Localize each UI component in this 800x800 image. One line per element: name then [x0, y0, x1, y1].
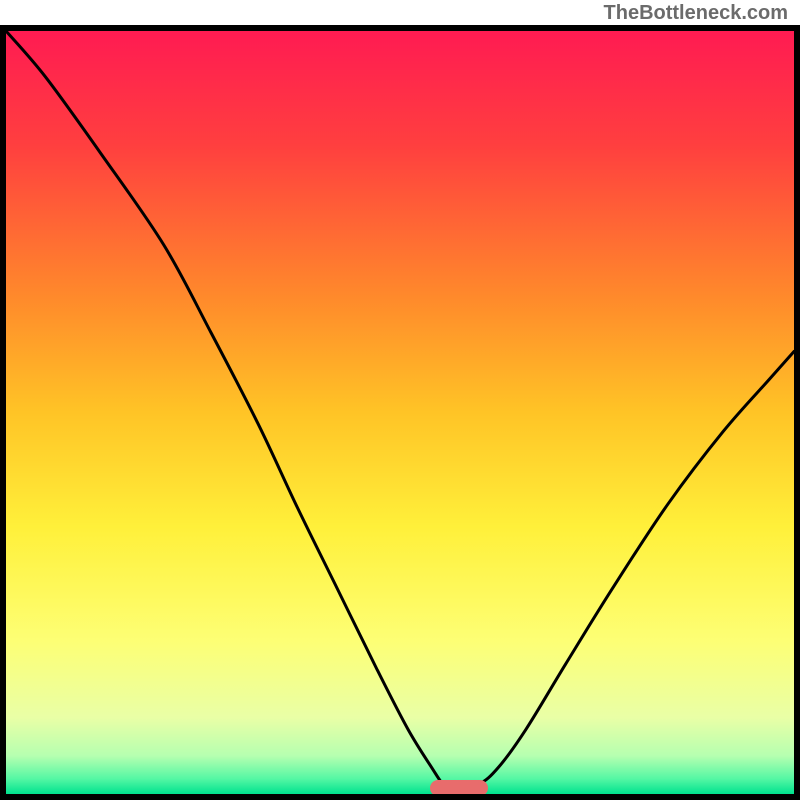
frame-border-bottom [0, 794, 800, 800]
chart-background [6, 31, 794, 794]
attribution-text: TheBottleneck.com [604, 2, 788, 25]
frame-border-top [0, 25, 800, 31]
frame-border-left [0, 25, 6, 800]
bottleneck-chart [6, 31, 794, 794]
frame-border-right [794, 25, 800, 800]
